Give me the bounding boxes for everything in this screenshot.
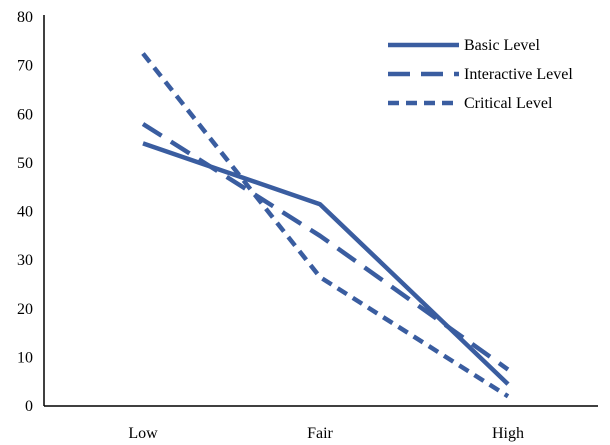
series-line-critical-level [141, 52, 510, 399]
y-axis-tick-labels: 0 10 20 30 40 50 60 70 80 [17, 9, 33, 415]
y-tick-label: 20 [17, 301, 33, 318]
y-tick-label: 0 [25, 398, 33, 415]
legend-label: Basic Level [464, 37, 541, 54]
series-line-interactive-level [141, 122, 510, 372]
y-tick-label: 70 [17, 58, 33, 75]
x-tick-label: Fair [307, 425, 333, 442]
legend-label: Interactive Level [464, 66, 573, 83]
x-tick-label: High [492, 425, 524, 442]
x-axis-tick-labels: Low Fair High [128, 425, 524, 442]
y-tick-label: 10 [17, 349, 33, 366]
y-tick-label: 40 [17, 204, 33, 221]
series-lines [141, 52, 510, 399]
y-tick-label: 60 [17, 106, 33, 123]
y-tick-label: 30 [17, 252, 33, 269]
y-tick-label: 80 [17, 9, 33, 26]
legend-label: Critical Level [464, 95, 553, 112]
x-tick-label: Low [128, 425, 158, 442]
series-line-basic-level [142, 141, 510, 386]
y-tick-label: 50 [17, 155, 33, 172]
legend: Basic Level Interactive Level Critical Lev… [388, 37, 573, 112]
